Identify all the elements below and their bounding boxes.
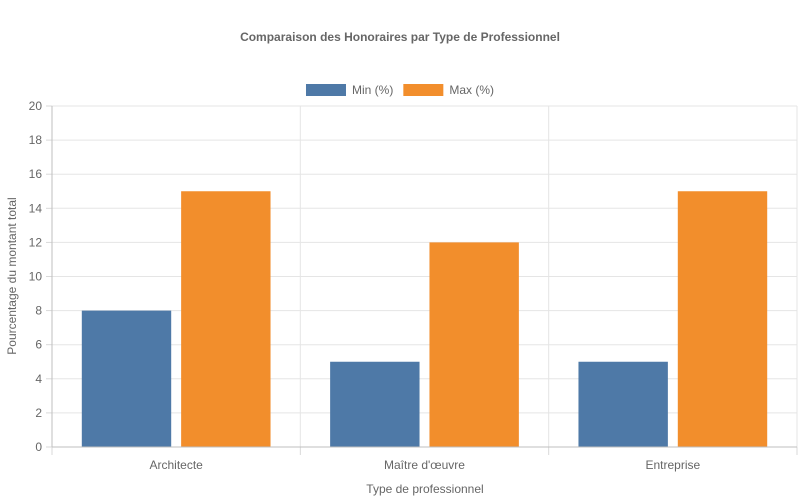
bars <box>81 191 768 447</box>
x-tick-label: Maître d'œuvre <box>384 458 465 472</box>
y-axis-title: Pourcentage du montant total <box>5 197 19 354</box>
y-tick-label: 8 <box>35 304 42 318</box>
y-tick-label: 20 <box>29 99 43 113</box>
bar[interactable] <box>429 242 519 447</box>
legend: Min (%) Max (%) <box>305 83 494 97</box>
axes: 0 2 4 6 8 10 12 14 16 18 20 Architecte Maître d'œuvr… <box>29 99 798 472</box>
chart-title: Comparaison des Honoraires par Type de P… <box>240 30 560 44</box>
x-axis-title: Type de professionnel <box>366 482 483 496</box>
y-tick-label: 2 <box>35 406 42 420</box>
y-tick-label: 4 <box>35 372 42 386</box>
x-tick-label: Entreprise <box>645 458 700 472</box>
bar[interactable] <box>181 191 271 447</box>
y-tick-label: 10 <box>29 270 43 284</box>
x-tick-label: Architecte <box>149 458 203 472</box>
bar[interactable] <box>677 191 768 447</box>
y-tick-label: 16 <box>29 167 43 181</box>
legend-swatch <box>403 84 444 96</box>
legend-label[interactable]: Min (%) <box>352 83 393 97</box>
y-tick-label: 0 <box>35 440 42 454</box>
bar[interactable] <box>578 361 668 447</box>
y-tick-label: 12 <box>29 235 43 249</box>
legend-swatch <box>305 84 346 96</box>
bar[interactable] <box>81 310 172 447</box>
y-tick-label: 6 <box>35 338 42 352</box>
bar[interactable] <box>330 361 420 447</box>
y-tick-label: 18 <box>29 133 43 147</box>
y-tick-label: 14 <box>29 201 43 215</box>
legend-label[interactable]: Max (%) <box>449 83 494 97</box>
